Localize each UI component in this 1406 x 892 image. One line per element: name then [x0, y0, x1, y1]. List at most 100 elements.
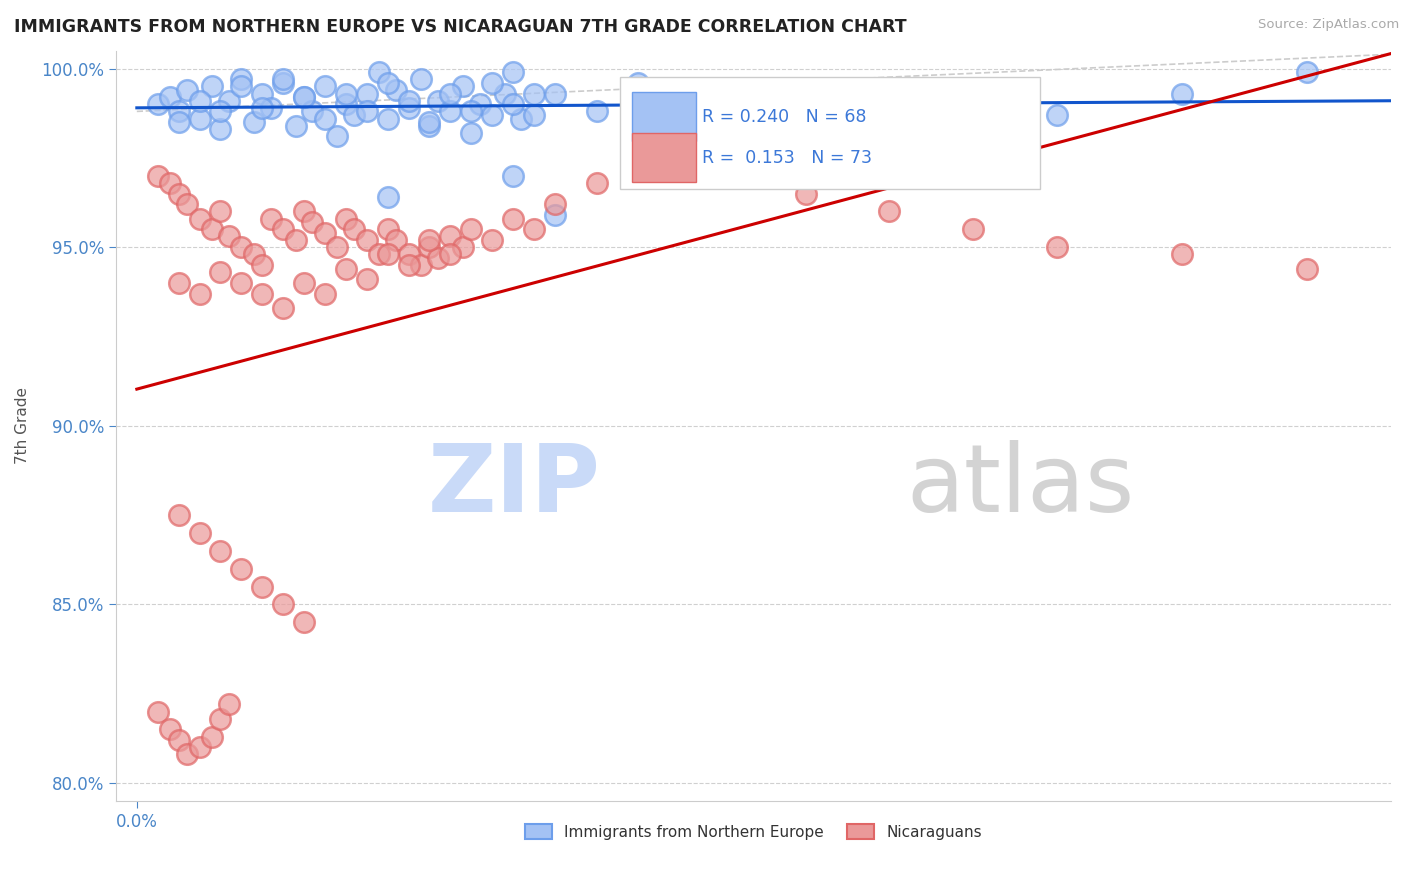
- Point: [962, 97, 984, 112]
- Point: [343, 108, 366, 122]
- Point: [271, 72, 294, 87]
- Point: [879, 83, 901, 97]
- Point: [252, 101, 274, 115]
- Point: [398, 94, 420, 108]
- Point: [167, 104, 190, 119]
- Point: [271, 222, 294, 236]
- Point: [284, 119, 307, 133]
- Legend: Immigrants from Northern Europe, Nicaraguans: Immigrants from Northern Europe, Nicarag…: [519, 818, 988, 846]
- Point: [398, 101, 420, 115]
- Point: [426, 251, 449, 265]
- Point: [159, 723, 181, 737]
- Point: [418, 233, 440, 247]
- Point: [231, 72, 253, 87]
- Point: [188, 525, 211, 540]
- Point: [451, 240, 474, 254]
- Point: [259, 101, 281, 115]
- Point: [1171, 247, 1194, 261]
- Point: [159, 90, 181, 104]
- Point: [460, 104, 482, 119]
- Point: [468, 97, 491, 112]
- Point: [167, 276, 190, 290]
- Point: [356, 104, 378, 119]
- Point: [426, 94, 449, 108]
- Point: [544, 208, 567, 222]
- Point: [209, 204, 232, 219]
- Point: [502, 97, 524, 112]
- Point: [252, 87, 274, 101]
- Point: [523, 222, 546, 236]
- Point: [188, 286, 211, 301]
- Point: [292, 204, 315, 219]
- Y-axis label: 7th Grade: 7th Grade: [15, 387, 30, 464]
- Point: [201, 79, 224, 94]
- Point: [356, 272, 378, 286]
- Point: [385, 233, 408, 247]
- Point: [271, 301, 294, 315]
- Point: [377, 112, 399, 126]
- Point: [1296, 261, 1319, 276]
- Text: ZIP: ZIP: [427, 440, 600, 532]
- Point: [146, 97, 169, 112]
- Point: [176, 197, 198, 211]
- Point: [451, 79, 474, 94]
- Point: [209, 544, 232, 558]
- FancyBboxPatch shape: [620, 77, 1040, 189]
- Point: [231, 562, 253, 576]
- Point: [314, 286, 336, 301]
- Point: [962, 222, 984, 236]
- Text: IMMIGRANTS FROM NORTHERN EUROPE VS NICARAGUAN 7TH GRADE CORRELATION CHART: IMMIGRANTS FROM NORTHERN EUROPE VS NICAR…: [14, 18, 907, 36]
- Point: [326, 129, 349, 144]
- Point: [188, 112, 211, 126]
- Point: [159, 176, 181, 190]
- Point: [494, 87, 516, 101]
- Point: [502, 211, 524, 226]
- Point: [711, 94, 734, 108]
- Point: [411, 72, 433, 87]
- Point: [314, 226, 336, 240]
- Point: [146, 705, 169, 719]
- Point: [231, 276, 253, 290]
- Point: [314, 79, 336, 94]
- Point: [209, 122, 232, 136]
- Point: [879, 204, 901, 219]
- Point: [188, 740, 211, 755]
- Point: [544, 87, 567, 101]
- Point: [1045, 240, 1067, 254]
- Point: [231, 240, 253, 254]
- Point: [231, 79, 253, 94]
- FancyBboxPatch shape: [633, 133, 696, 182]
- Point: [502, 169, 524, 183]
- Point: [439, 247, 461, 261]
- Point: [794, 104, 817, 119]
- Point: [243, 115, 266, 129]
- Point: [1171, 87, 1194, 101]
- Point: [439, 104, 461, 119]
- Point: [627, 76, 650, 90]
- Point: [167, 186, 190, 201]
- Point: [271, 76, 294, 90]
- FancyBboxPatch shape: [633, 92, 696, 141]
- Point: [284, 233, 307, 247]
- Point: [418, 115, 440, 129]
- Point: [544, 197, 567, 211]
- Point: [460, 222, 482, 236]
- Point: [301, 215, 323, 229]
- Point: [368, 65, 391, 79]
- Point: [627, 151, 650, 165]
- Text: Source: ZipAtlas.com: Source: ZipAtlas.com: [1258, 18, 1399, 31]
- Point: [377, 247, 399, 261]
- Point: [481, 108, 503, 122]
- Point: [335, 211, 357, 226]
- Point: [146, 169, 169, 183]
- Point: [585, 104, 607, 119]
- Point: [368, 247, 391, 261]
- Point: [252, 286, 274, 301]
- Text: R =  0.153   N = 73: R = 0.153 N = 73: [703, 149, 873, 167]
- Point: [314, 112, 336, 126]
- Point: [201, 222, 224, 236]
- Point: [209, 104, 232, 119]
- Point: [398, 247, 420, 261]
- Point: [335, 97, 357, 112]
- Point: [252, 580, 274, 594]
